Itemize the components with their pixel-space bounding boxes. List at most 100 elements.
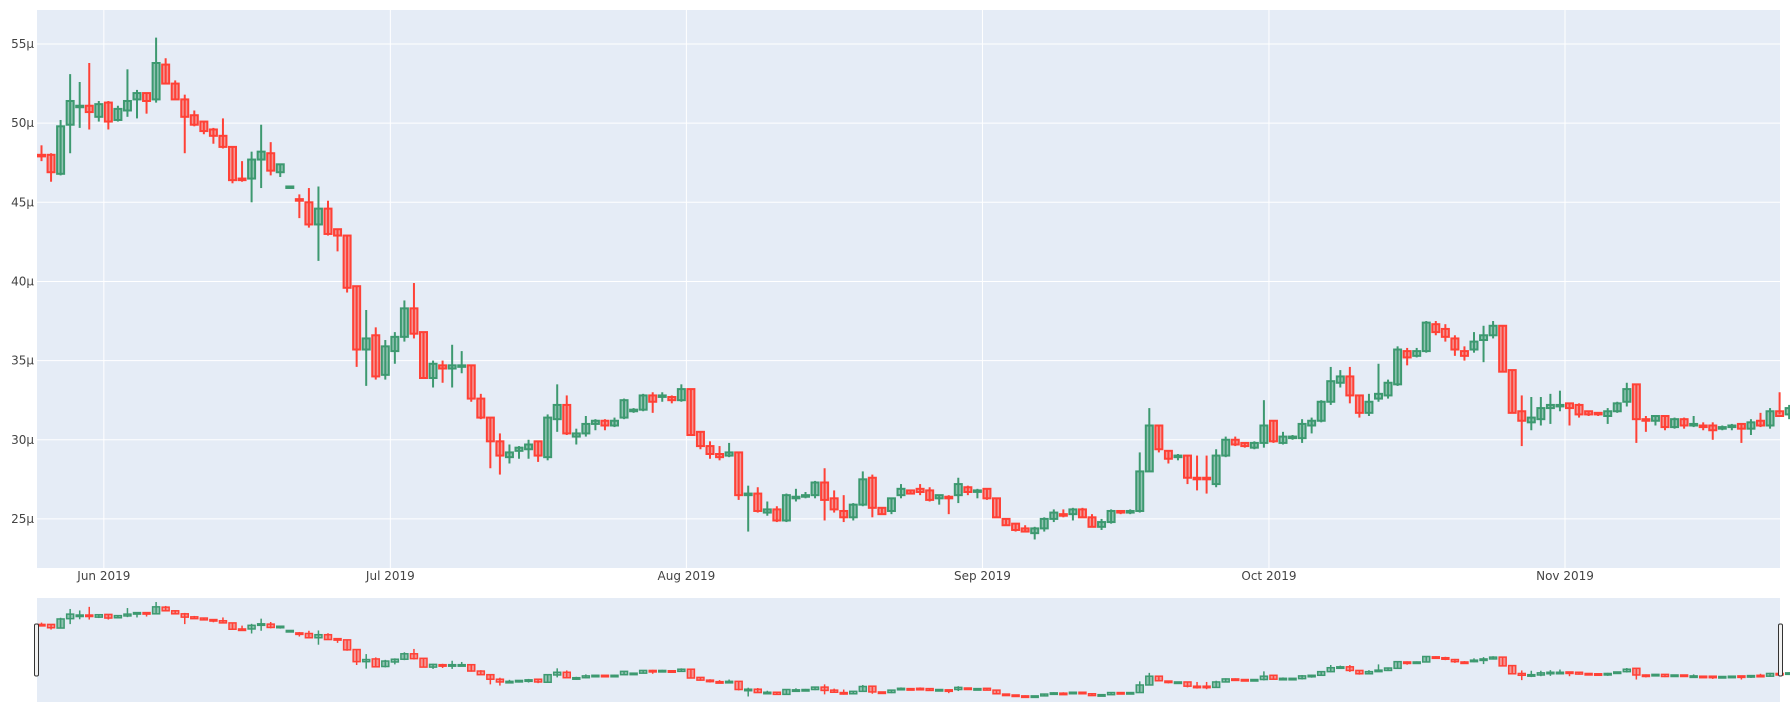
candle-increasing[interactable]: [1211, 449, 1221, 488]
candle-increasing[interactable]: [390, 332, 400, 364]
candle-increasing[interactable]: [65, 74, 75, 154]
candle-decreasing[interactable]: [820, 468, 830, 521]
candle-increasing[interactable]: [514, 446, 524, 459]
candle-increasing[interactable]: [1278, 431, 1288, 445]
candle-increasing[interactable]: [1622, 382, 1632, 407]
candle-increasing[interactable]: [1039, 517, 1049, 532]
candle-decreasing[interactable]: [208, 127, 218, 144]
candle-increasing[interactable]: [275, 163, 285, 177]
candle-decreasing[interactable]: [839, 495, 849, 523]
candle-increasing[interactable]: [724, 442, 734, 458]
candle-decreasing[interactable]: [438, 360, 448, 383]
candle-increasing[interactable]: [1784, 404, 1790, 420]
candle-increasing[interactable]: [1364, 393, 1374, 417]
candle-decreasing[interactable]: [294, 194, 304, 219]
candle-decreasing[interactable]: [600, 419, 610, 431]
range-handle-right[interactable]: [1778, 623, 1783, 677]
candle-decreasing[interactable]: [1077, 507, 1087, 519]
candle-decreasing[interactable]: [476, 393, 486, 420]
candle-increasing[interactable]: [543, 414, 553, 461]
candle-decreasing[interactable]: [1708, 422, 1718, 440]
candle-decreasing[interactable]: [333, 228, 343, 252]
candle-increasing[interactable]: [1717, 425, 1727, 431]
candle-decreasing[interactable]: [1240, 441, 1250, 448]
candle-decreasing[interactable]: [1736, 422, 1746, 443]
candle-increasing[interactable]: [552, 384, 562, 432]
candle-decreasing[interactable]: [1660, 415, 1670, 431]
candle-decreasing[interactable]: [323, 200, 333, 236]
candle-decreasing[interactable]: [103, 100, 113, 130]
candle-increasing[interactable]: [581, 416, 591, 437]
candle-increasing[interactable]: [1603, 408, 1613, 424]
candle-increasing[interactable]: [1259, 400, 1269, 448]
candle-decreasing[interactable]: [753, 487, 763, 513]
candle-increasing[interactable]: [638, 393, 648, 412]
candle-decreasing[interactable]: [1087, 514, 1097, 528]
candle-decreasing[interactable]: [944, 495, 954, 515]
candle-decreasing[interactable]: [1450, 335, 1460, 356]
candle-decreasing[interactable]: [37, 145, 46, 162]
candle-decreasing[interactable]: [772, 506, 782, 523]
candle-decreasing[interactable]: [906, 489, 916, 495]
candle-increasing[interactable]: [1488, 321, 1498, 339]
candle-increasing[interactable]: [953, 477, 963, 504]
candle-decreasing[interactable]: [715, 446, 725, 461]
candle-increasing[interactable]: [256, 124, 266, 189]
candle-increasing[interactable]: [1421, 321, 1431, 353]
candle-increasing[interactable]: [1307, 417, 1317, 434]
candle-increasing[interactable]: [1221, 436, 1231, 458]
candle-increasing[interactable]: [1097, 518, 1107, 530]
candle-decreasing[interactable]: [495, 433, 505, 475]
candle-increasing[interactable]: [1746, 419, 1756, 436]
candle-decreasing[interactable]: [1020, 525, 1030, 533]
candle-increasing[interactable]: [1049, 509, 1059, 523]
candle-decreasing[interactable]: [1268, 419, 1278, 443]
candle-decreasing[interactable]: [1202, 455, 1212, 494]
candle-increasing[interactable]: [1374, 363, 1383, 402]
candle-increasing[interactable]: [132, 89, 142, 119]
candle-increasing[interactable]: [571, 428, 581, 445]
candle-decreasing[interactable]: [419, 331, 428, 380]
candle-increasing[interactable]: [762, 501, 772, 516]
candle-increasing[interactable]: [934, 494, 944, 505]
candle-decreasing[interactable]: [1345, 366, 1355, 404]
candle-increasing[interactable]: [1765, 408, 1775, 429]
candle-increasing[interactable]: [1335, 370, 1345, 388]
candle-decreasing[interactable]: [1459, 346, 1469, 361]
candle-increasing[interactable]: [791, 488, 801, 502]
candle-decreasing[interactable]: [1756, 412, 1765, 428]
candle-increasing[interactable]: [1030, 526, 1040, 540]
candle-increasing[interactable]: [781, 493, 791, 523]
candle-increasing[interactable]: [972, 488, 982, 499]
candle-increasing[interactable]: [361, 309, 371, 386]
candle-increasing[interactable]: [447, 344, 457, 388]
candle-decreasing[interactable]: [189, 110, 199, 127]
candle-decreasing[interactable]: [562, 395, 572, 436]
candle-decreasing[interactable]: [199, 120, 209, 135]
candle-increasing[interactable]: [313, 186, 323, 261]
candle-increasing[interactable]: [619, 398, 629, 420]
candle-decreasing[interactable]: [84, 62, 94, 130]
rangeslider-background[interactable]: [37, 598, 1780, 702]
candle-decreasing[interactable]: [1431, 321, 1441, 336]
candle-decreasing[interactable]: [352, 285, 362, 367]
candle-decreasing[interactable]: [1584, 410, 1594, 417]
candle-decreasing[interactable]: [734, 451, 744, 500]
candle-decreasing[interactable]: [342, 234, 352, 293]
candle-increasing[interactable]: [94, 100, 104, 122]
candle-decreasing[interactable]: [1517, 395, 1527, 447]
candle-decreasing[interactable]: [915, 484, 925, 496]
candle-decreasing[interactable]: [695, 430, 705, 450]
candle-decreasing[interactable]: [1116, 509, 1126, 515]
candlestick-series[interactable]: [37, 37, 1790, 540]
candle-decreasing[interactable]: [1679, 417, 1689, 429]
candle-increasing[interactable]: [1383, 379, 1393, 399]
candle-increasing[interactable]: [524, 439, 534, 459]
candle-increasing[interactable]: [743, 485, 753, 532]
candle-increasing[interactable]: [1479, 325, 1489, 363]
candle-increasing[interactable]: [457, 351, 467, 374]
candle-decreasing[interactable]: [1001, 517, 1011, 527]
candle-increasing[interactable]: [676, 384, 686, 402]
candle-increasing[interactable]: [75, 81, 85, 128]
candle-increasing[interactable]: [1326, 366, 1336, 405]
